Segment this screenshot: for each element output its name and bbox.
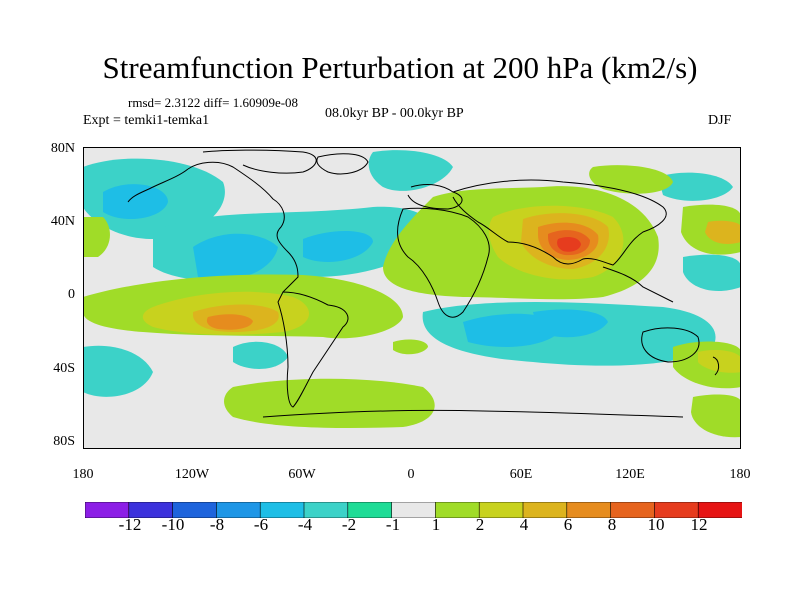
colorbar-label: -6 (253, 515, 269, 534)
colorbar-label: 10 (647, 515, 665, 534)
y-tick-40s: 40S (53, 361, 75, 376)
colorbar-label: 1 (431, 515, 441, 534)
x-tick-120e: 120E (615, 467, 645, 482)
stats-label: rmsd= 2.3122 diff= 1.60909e-08 (128, 95, 299, 110)
experiment-label: Expt = temki1-temka1 (83, 113, 210, 128)
x-tick-180e: 180 (729, 467, 751, 482)
positive-anomaly-fills (83, 165, 741, 438)
negative-anomaly-fills (83, 150, 741, 397)
y-tick-80s: 80S (53, 434, 75, 449)
colorbar-label: 6 (563, 515, 573, 534)
x-tick-60w: 60W (288, 467, 316, 482)
coastlines (127, 149, 720, 418)
colorbar-label: -4 (297, 515, 313, 534)
season-label: DJF (708, 113, 732, 128)
x-tick-120w: 120W (174, 467, 210, 482)
colorbar-label: -1 (385, 515, 401, 534)
streamfunction-map (83, 147, 741, 449)
colorbar-label: -8 (209, 515, 225, 534)
period-label: 08.0kyr BP - 00.0kyr BP (325, 106, 464, 121)
colorbar-label: 4 (519, 515, 529, 534)
x-tick-180w: 180 (72, 467, 94, 482)
colorbar-label: -10 (161, 515, 185, 534)
colorbar-label: 12 (690, 515, 708, 534)
y-tick-0: 0 (68, 287, 75, 302)
colorbar-swatch (697, 502, 742, 518)
colorbar (85, 502, 742, 518)
y-tick-40n: 40N (50, 214, 75, 229)
x-tick-0: 0 (407, 467, 415, 482)
x-tick-60e: 60E (509, 467, 533, 482)
colorbar-label: -12 (118, 515, 142, 534)
y-tick-80n: 80N (50, 141, 75, 156)
map-frame (83, 147, 741, 449)
colorbar-label: 8 (607, 515, 617, 534)
plot-title: Streamfunction Perturbation at 200 hPa (… (102, 50, 698, 85)
colorbar-label: -2 (341, 515, 357, 534)
colorbar-label: 2 (475, 515, 485, 534)
